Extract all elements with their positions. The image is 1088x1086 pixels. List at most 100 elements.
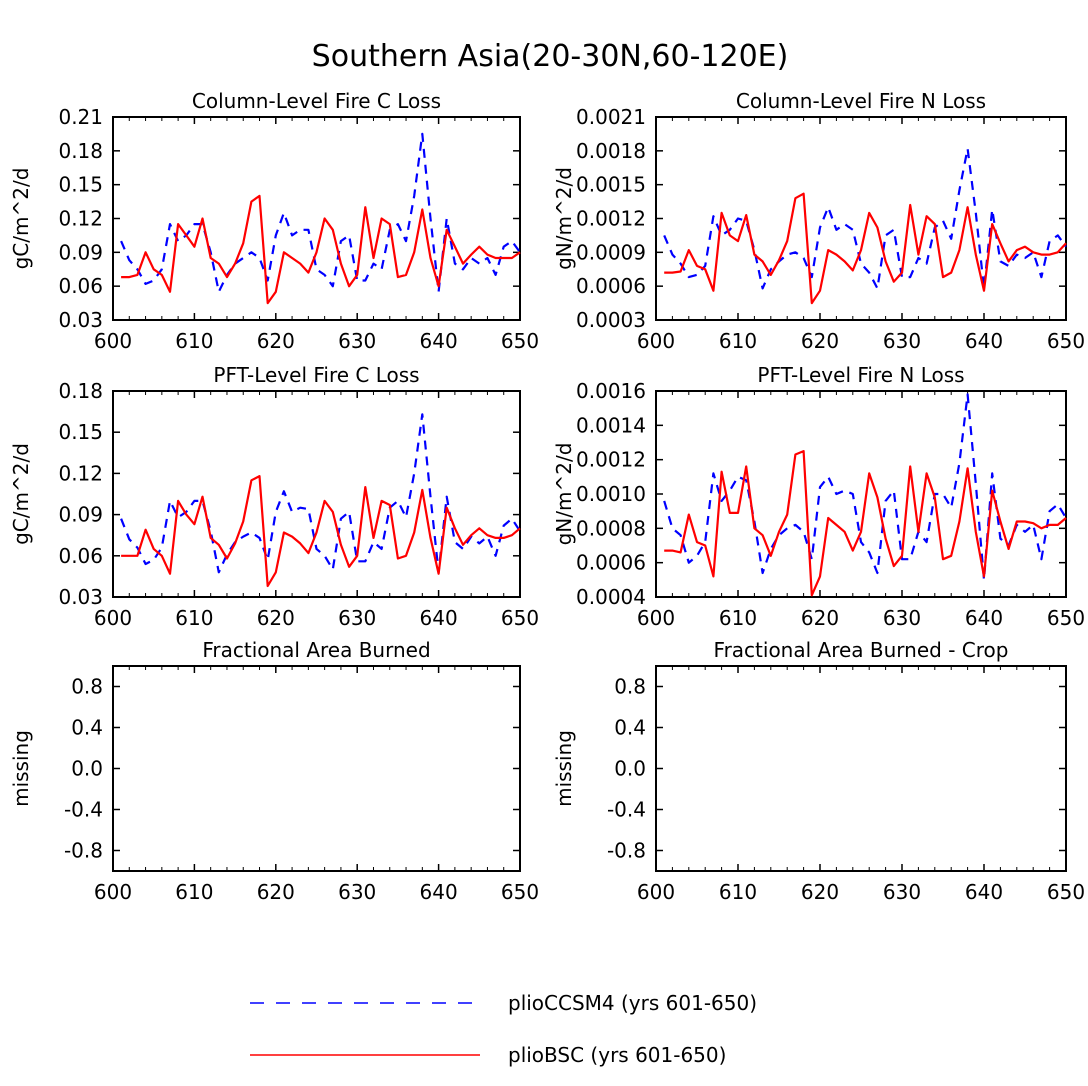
y-tick-label: 0.09 [58,240,103,264]
panels: Column-Level Fire C Loss 600 610 620 630 640 6… [9,89,1085,904]
y-tick-label: 0.12 [58,207,103,231]
panel-title: PFT-Level Fire N Loss [757,363,964,387]
legend: plioCCSM4 (yrs 601-650) plioBSC (yrs 601-… [250,991,757,1067]
series-line-pliocc [663,393,1067,581]
x-tick-label: 610 [719,329,757,353]
x-tick-label: 600 [94,606,132,630]
y-tick-label: 0.0012 [576,207,646,231]
y-tick-label: 0.0003 [576,308,646,332]
y-tick-label: 0.06 [58,274,103,298]
y-tick-label: -0.8 [607,839,646,863]
x-tick-label: 620 [257,880,295,904]
x-tick-label: 640 [965,606,1003,630]
series-line-pliobsc [121,194,521,305]
figure-title: Southern Asia(20-30N,60-120E) [312,39,789,74]
x-tick-label: 650 [1047,329,1085,353]
y-tick-label: 0.0015 [576,173,646,197]
x-tick-label: 600 [94,880,132,904]
x-tick-label: 640 [420,880,458,904]
y-tick-label: 0.4 [614,716,646,740]
legend-label: plioBSC (yrs 601-650) [508,1043,726,1067]
x-tick-label: 630 [338,329,376,353]
y-tick-label: 0.0010 [576,482,646,506]
panel-title: PFT-Level Fire C Loss [213,363,419,387]
x-tick-label: 630 [883,606,921,630]
y-tick-label: 0.09 [58,503,103,527]
x-tick-label: 650 [1047,606,1085,630]
plot-frame [112,116,521,321]
y-axis-label: gC/m^2/d [9,443,33,545]
y-tick-label: 0.06 [58,544,103,568]
y-tick-label: 0.8 [614,675,646,699]
panel-title: Fractional Area Burned - Crop [714,638,1009,662]
series-line-pliobsc [121,475,521,588]
y-axis-label: missing [552,730,576,807]
y-axis-label: gN/m^2/d [552,167,576,270]
panel-5: Fractional Area Burned 600 610 620 630 640 650… [9,638,539,904]
x-tick-label: 640 [420,606,458,630]
y-tick-label: 0.12 [58,461,103,485]
x-tick-label: 610 [175,606,213,630]
x-tick-label: 620 [257,606,295,630]
x-tick-label: 620 [257,329,295,353]
y-tick-label: 0.0014 [576,413,646,437]
series-line-pliobsc [664,450,1067,597]
panel-4: PFT-Level Fire N Loss 600 610 620 630 640 650 0… [552,363,1085,630]
y-tick-label: 0.0021 [576,105,646,129]
panel-1: Column-Level Fire C Loss 600 610 620 630 640 6… [9,89,539,353]
plot-frame [112,390,521,598]
y-tick-label: -0.4 [607,798,646,822]
x-tick-label: 620 [801,880,839,904]
x-tick-label: 620 [801,606,839,630]
x-tick-label: 610 [175,329,213,353]
panel-title: Column-Level Fire N Loss [736,89,986,113]
y-axis-label: missing [9,730,33,807]
y-tick-label: -0.4 [64,798,103,822]
x-tick-label: 630 [883,329,921,353]
x-tick-label: 640 [965,329,1003,353]
y-tick-label: 0.0 [71,757,103,781]
plot-frame [655,390,1067,598]
x-tick-label: 630 [338,606,376,630]
series-line-pliobsc [664,192,1067,305]
x-tick-label: 600 [637,329,675,353]
y-tick-label: 0.8 [71,675,103,699]
y-tick-label: -0.8 [64,839,103,863]
x-tick-label: 610 [719,606,757,630]
y-tick-label: 0.0018 [576,139,646,163]
plot-frame [112,665,521,872]
panel-6: Fractional Area Burned - Crop 600 610 620 63… [552,638,1085,904]
y-tick-label: 0.0004 [576,585,646,609]
plot-frame [655,116,1067,321]
y-tick-label: 0.0012 [576,448,646,472]
x-tick-label: 630 [883,880,921,904]
x-tick-label: 610 [175,880,213,904]
x-tick-label: 600 [94,329,132,353]
y-tick-label: 0.0008 [576,516,646,540]
x-tick-label: 640 [420,329,458,353]
legend-label: plioCCSM4 (yrs 601-650) [508,991,757,1015]
y-tick-label: 0.15 [58,420,103,444]
series-line-pliocc [120,413,521,574]
y-tick-label: 0.4 [71,716,103,740]
panel-2: Column-Level Fire N Loss 600 610 620 630 640 6… [552,89,1085,353]
y-tick-label: 0.21 [58,105,103,129]
x-tick-label: 600 [637,880,675,904]
y-tick-label: 0.0006 [576,551,646,575]
x-tick-label: 650 [1047,880,1085,904]
x-tick-label: 650 [501,880,539,904]
x-tick-label: 600 [637,606,675,630]
series-line-pliocc [663,147,1067,290]
y-tick-label: 0.0006 [576,274,646,298]
x-tick-label: 640 [965,880,1003,904]
y-tick-label: 0.18 [58,379,103,403]
x-tick-label: 620 [801,329,839,353]
x-tick-label: 650 [501,329,539,353]
panel-title: Column-Level Fire C Loss [192,89,441,113]
y-tick-label: 0.0 [614,757,646,781]
x-tick-label: 650 [501,606,539,630]
y-tick-label: 0.03 [58,585,103,609]
y-axis-label: gC/m^2/d [9,168,33,270]
x-tick-label: 610 [719,880,757,904]
